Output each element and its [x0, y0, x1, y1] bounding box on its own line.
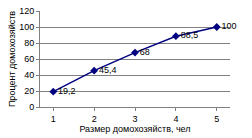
svg-text:4: 4 — [173, 114, 178, 124]
svg-text:120: 120 — [19, 6, 34, 16]
svg-text:20: 20 — [24, 86, 34, 96]
svg-text:3: 3 — [132, 114, 137, 124]
svg-text:1: 1 — [51, 114, 56, 124]
svg-text:Процент домохозяйств: Процент домохозяйств — [7, 11, 17, 107]
svg-text:19,2: 19,2 — [58, 86, 76, 96]
svg-text:5: 5 — [214, 114, 219, 124]
svg-text:100: 100 — [222, 21, 237, 31]
svg-text:45,4: 45,4 — [99, 65, 117, 75]
svg-text:68: 68 — [140, 47, 150, 57]
svg-text:Размер домохозяйств, чел: Размер домохозяйств, чел — [79, 124, 190, 134]
svg-text:0: 0 — [29, 102, 34, 112]
svg-text:2: 2 — [92, 114, 97, 124]
svg-text:100: 100 — [19, 22, 34, 32]
svg-text:88,5: 88,5 — [181, 30, 199, 40]
svg-text:80: 80 — [24, 38, 34, 48]
svg-text:40: 40 — [24, 70, 34, 80]
svg-text:60: 60 — [24, 54, 34, 64]
